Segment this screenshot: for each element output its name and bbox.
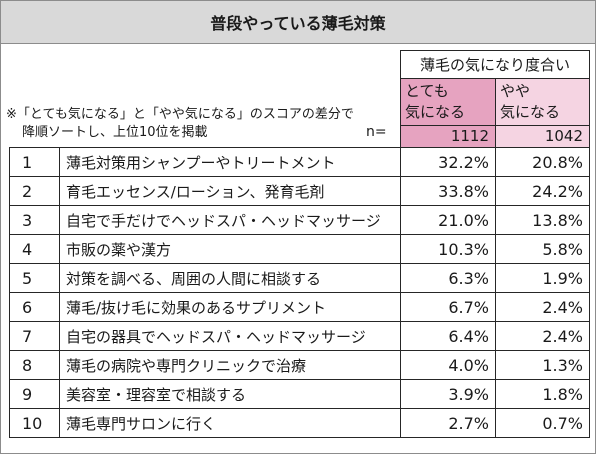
group-header: 薄毛の気になり度合い [400,50,590,79]
row-rank: 2 [9,176,60,206]
value-highly-concerned: 6.7% [400,292,496,322]
row-rank: 10 [9,408,60,438]
value-somewhat-concerned: 0.7% [495,408,590,438]
value-highly-concerned: 21.0% [400,205,496,235]
row-rank: 8 [9,350,60,380]
row-label: 薄毛専門サロンに行く [59,408,401,438]
value-somewhat-concerned: 2.4% [495,292,590,322]
row-label: 美容室・理容室で相談する [59,379,401,409]
row-label: 対策を調べる、周囲の人間に相談する [59,263,401,293]
chart-title: 普段やっている薄毛対策 [1,1,595,44]
value-somewhat-concerned: 2.4% [495,321,590,351]
column-header-line1: とても [405,82,449,100]
column-header-somewhat-concerned: やや 気になる [495,78,590,126]
note-line-1: ※「とても気になる」と「やや気になる」のスコアの差分で [6,107,354,122]
value-highly-concerned: 6.4% [400,321,496,351]
value-highly-concerned: 3.9% [400,379,496,409]
column-header-line1: やや [500,82,531,100]
row-label: 薄毛/抜け毛に効果のあるサプリメント [59,292,401,322]
row-rank: 3 [9,205,60,235]
n-label: n= [366,124,387,140]
row-rank: 7 [9,321,60,351]
column-header-line2: 気になる [500,103,561,121]
value-somewhat-concerned: 1.9% [495,263,590,293]
row-label: 市販の薬や漢方 [59,234,401,264]
row-label: 自宅で手だけでヘッドスパ・ヘッドマッサージ [59,205,401,235]
column-header-line2: 気になる [405,103,466,121]
column-header-highly-concerned: とても 気になる [400,78,496,126]
row-label: 薄毛対策用シャンプーやトリートメント [59,147,401,177]
row-rank: 4 [9,234,60,264]
sort-note: ※「とても気になる」と「やや気になる」のスコアの差分で 降順ソートし、上位10位… [6,106,354,142]
value-somewhat-concerned: 1.8% [495,379,590,409]
value-highly-concerned: 32.2% [400,147,496,177]
sample-size-somewhat-concerned: 1042 [495,125,590,148]
row-rank: 5 [9,263,60,293]
row-label: 自宅の器具でヘッドスパ・ヘッドマッサージ [59,321,401,351]
row-rank: 6 [9,292,60,322]
row-label: 薄毛の病院や専門クリニックで治療 [59,350,401,380]
sample-size-highly-concerned: 1112 [400,125,496,148]
value-somewhat-concerned: 20.8% [495,147,590,177]
row-label: 育毛エッセンス/ローション、発育毛剤 [59,176,401,206]
value-somewhat-concerned: 1.3% [495,350,590,380]
value-highly-concerned: 33.8% [400,176,496,206]
value-somewhat-concerned: 24.2% [495,176,590,206]
value-highly-concerned: 10.3% [400,234,496,264]
value-somewhat-concerned: 5.8% [495,234,590,264]
note-line-2: 降順ソートし、上位10位を掲載 [22,125,208,140]
value-somewhat-concerned: 13.8% [495,205,590,235]
value-highly-concerned: 6.3% [400,263,496,293]
value-highly-concerned: 4.0% [400,350,496,380]
value-highly-concerned: 2.7% [400,408,496,438]
row-rank: 9 [9,379,60,409]
row-rank: 1 [9,147,60,177]
